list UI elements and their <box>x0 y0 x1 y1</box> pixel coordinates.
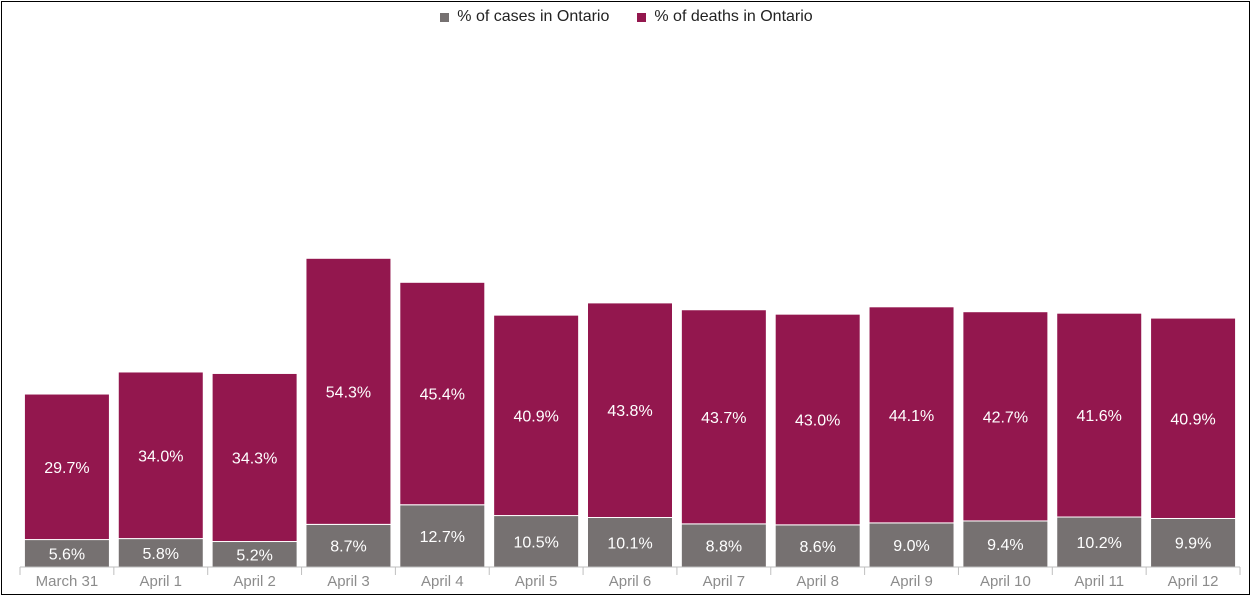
x-tick-label: April 4 <box>421 573 464 590</box>
data-label-cases: 10.2% <box>1077 535 1122 552</box>
bar-cases <box>399 504 486 568</box>
data-label-cases: 5.6% <box>49 546 85 563</box>
data-label-deaths: 29.7% <box>44 460 89 477</box>
x-tick-label: April 10 <box>980 573 1031 590</box>
chart-legend: % of cases in Ontario % of deaths in Ont… <box>0 8 1253 26</box>
legend-label-cases: % of cases in Ontario <box>457 8 610 25</box>
data-label-cases: 10.1% <box>607 535 652 552</box>
bar-deaths <box>23 393 110 541</box>
data-label-deaths: 40.9% <box>1170 411 1215 428</box>
bar-cases <box>868 522 955 568</box>
x-tick-label: April 7 <box>703 573 746 590</box>
data-label-cases: 9.4% <box>987 537 1023 554</box>
data-label-cases: 5.2% <box>236 547 272 564</box>
x-tick-label: April 11 <box>1074 573 1124 590</box>
data-label-cases: 8.7% <box>330 539 366 556</box>
bar-deaths <box>117 371 204 540</box>
data-label-deaths: 34.0% <box>138 448 183 465</box>
data-label-deaths: 41.6% <box>1077 408 1122 425</box>
data-label-cases: 8.6% <box>799 539 835 556</box>
bar-deaths <box>962 311 1049 522</box>
bar-deaths <box>305 257 392 525</box>
data-label-cases: 8.8% <box>706 538 742 555</box>
x-tick-label: April 8 <box>796 573 839 590</box>
legend-item-cases: % of cases in Ontario <box>440 8 609 26</box>
legend-label-deaths: % of deaths in Ontario <box>654 8 813 25</box>
data-label-deaths: 44.1% <box>889 408 934 425</box>
legend-item-deaths: % of deaths in Ontario <box>637 8 813 26</box>
x-tick-label: April 3 <box>327 573 370 590</box>
bar-deaths <box>493 314 580 517</box>
data-label-deaths: 43.8% <box>607 403 652 420</box>
legend-swatch-deaths <box>637 12 647 22</box>
bar-cases <box>1056 516 1143 568</box>
bar-cases <box>1150 517 1237 568</box>
data-label-cases: 12.7% <box>420 529 465 546</box>
x-tick-label: April 2 <box>233 573 276 590</box>
bar-cases <box>680 523 767 568</box>
legend-swatch-cases <box>440 12 450 22</box>
data-label-deaths: 42.7% <box>983 409 1028 426</box>
data-label-cases: 9.0% <box>893 538 929 555</box>
bar-cases <box>211 541 298 568</box>
bar-deaths <box>399 281 486 506</box>
data-label-cases: 10.5% <box>513 534 558 551</box>
x-tick-label: April 5 <box>515 573 558 590</box>
bar-cases <box>305 523 392 568</box>
data-label-cases: 9.9% <box>1175 536 1211 553</box>
data-label-deaths: 54.3% <box>326 384 371 401</box>
bar-deaths <box>587 302 673 519</box>
bar-deaths <box>680 309 767 525</box>
x-tick-label: March 31 <box>36 573 99 590</box>
bar-deaths <box>1150 317 1237 519</box>
data-label-deaths: 45.4% <box>420 387 465 404</box>
x-tick-label: April 12 <box>1168 573 1219 590</box>
data-label-deaths: 43.0% <box>795 413 840 430</box>
bar-cases <box>774 524 861 568</box>
bar-deaths <box>774 313 861 526</box>
bar-deaths <box>211 372 298 543</box>
bar-deaths <box>1056 312 1143 518</box>
x-tick-label: April 1 <box>140 573 183 590</box>
data-label-deaths: 43.7% <box>701 410 746 427</box>
data-label-deaths: 34.3% <box>232 450 277 467</box>
x-tick-label: April 6 <box>609 573 652 590</box>
data-label-deaths: 40.9% <box>513 408 558 425</box>
x-tick-label: April 9 <box>890 573 933 590</box>
bar-cases <box>493 515 580 568</box>
bar-deaths <box>868 306 955 524</box>
data-label-cases: 5.8% <box>143 546 179 563</box>
